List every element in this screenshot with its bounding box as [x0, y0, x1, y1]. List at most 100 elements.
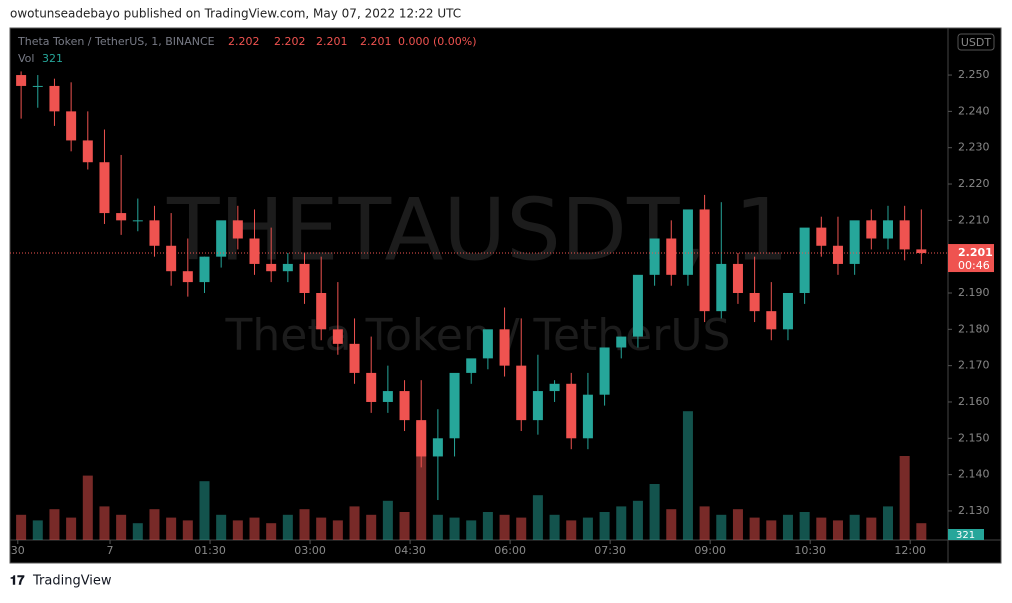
candle-body — [232, 220, 243, 239]
volume-bar — [32, 520, 43, 540]
candle-body — [432, 438, 443, 457]
candle-body — [499, 329, 510, 366]
volume-bar — [282, 514, 293, 540]
candle-body — [482, 329, 493, 359]
x-tick-label: 06:00 — [494, 544, 526, 557]
volume-bar — [182, 520, 193, 540]
candle-body — [616, 336, 627, 348]
candle-body — [549, 383, 560, 392]
candle-body — [132, 220, 143, 222]
volume-bar — [782, 514, 793, 540]
candle-body — [649, 238, 660, 275]
volume-bar — [466, 520, 477, 540]
volume-bar — [616, 506, 627, 540]
volume-bar — [66, 517, 77, 540]
volume-bar — [882, 506, 893, 540]
volume-bar — [916, 523, 927, 540]
volume-bar — [582, 517, 593, 540]
candle-body — [416, 420, 427, 457]
candle-body — [99, 162, 110, 214]
volume-bar — [699, 506, 710, 540]
volume-bar — [416, 422, 427, 540]
candle-body — [182, 271, 193, 283]
volume-bar — [649, 484, 660, 540]
x-tick-label: 10:30 — [794, 544, 826, 557]
publisher: owotunseadebayo published on TradingView… — [10, 7, 461, 21]
y-tick-label: 2.240 — [958, 104, 990, 117]
candle-body — [716, 263, 727, 312]
watermark: THETAUSDT, 1 Theta Token / TetherUS — [166, 180, 789, 361]
volume-bar — [266, 523, 277, 540]
currency-box — [957, 33, 995, 51]
volume-bar — [666, 509, 677, 540]
candle-body — [599, 347, 610, 395]
countdown: 00:46 — [958, 259, 990, 272]
y-tick-label: 2.140 — [958, 468, 990, 481]
candle-body — [282, 263, 293, 272]
volume-bar — [232, 520, 243, 540]
x-tick-label: 30 — [11, 544, 25, 557]
watermark-name: Theta Token / TetherUS — [225, 310, 731, 361]
volume-bar — [16, 514, 27, 540]
candle-body — [899, 220, 910, 250]
volume-bar — [216, 514, 227, 540]
currency: USDT — [961, 36, 992, 49]
x-tick-label: 01:30 — [194, 544, 226, 557]
volume-bar — [749, 517, 760, 540]
volume-bar — [432, 514, 443, 540]
volume-bar — [599, 512, 610, 540]
candle-body — [699, 209, 710, 312]
volume-bar — [49, 509, 60, 540]
volume-bar — [716, 514, 727, 540]
legend-value: 2.201 — [316, 35, 348, 48]
volume-bar — [82, 475, 93, 540]
candle-body — [116, 213, 127, 221]
legend-value: 2.201 — [360, 35, 392, 48]
candle-body — [516, 365, 527, 421]
candle-body — [866, 220, 877, 239]
candle-body — [299, 263, 310, 293]
candle-body — [199, 256, 210, 283]
candle-body — [382, 391, 393, 402]
y-tick-label: 2.220 — [958, 177, 990, 190]
candle-body — [216, 220, 227, 257]
candle-body — [332, 329, 343, 344]
y-tick-label: 2.130 — [958, 504, 990, 517]
volume-bar — [149, 509, 160, 540]
candle-body — [16, 75, 27, 86]
volume-bar — [316, 517, 327, 540]
candle-body — [782, 292, 793, 330]
x-tick-label: 07:30 — [594, 544, 626, 557]
x-tick-label: 04:30 — [394, 544, 426, 557]
chart-panel — [9, 27, 1002, 564]
x-tick-label: 03:00 — [294, 544, 326, 557]
volume-bar — [566, 520, 577, 540]
volume-bar — [816, 517, 827, 540]
candle-body — [766, 311, 777, 330]
candle-body — [466, 358, 477, 373]
volume-bar — [132, 523, 143, 540]
candle-body — [366, 372, 377, 402]
y-tick-label: 2.210 — [958, 213, 990, 226]
volume-bar — [866, 517, 877, 540]
volume-bar — [199, 481, 210, 540]
candle-body — [32, 85, 43, 87]
candle-body — [249, 238, 260, 264]
legend-value: 2.202 — [274, 35, 306, 48]
volume-bar — [899, 456, 910, 540]
candle-body — [916, 249, 927, 254]
candle-body — [749, 292, 760, 312]
volume-bar — [449, 517, 460, 540]
volume-bar — [832, 520, 843, 540]
volume-bar — [116, 514, 127, 540]
candle-body — [82, 140, 93, 163]
volume-bar — [482, 512, 493, 540]
x-tick-label: 09:00 — [694, 544, 726, 557]
candle-body — [166, 245, 177, 272]
candle-body — [632, 274, 643, 337]
candle-body — [49, 85, 60, 112]
watermark-symbol: THETAUSDT, 1 — [166, 180, 789, 280]
candle-body — [149, 220, 160, 246]
